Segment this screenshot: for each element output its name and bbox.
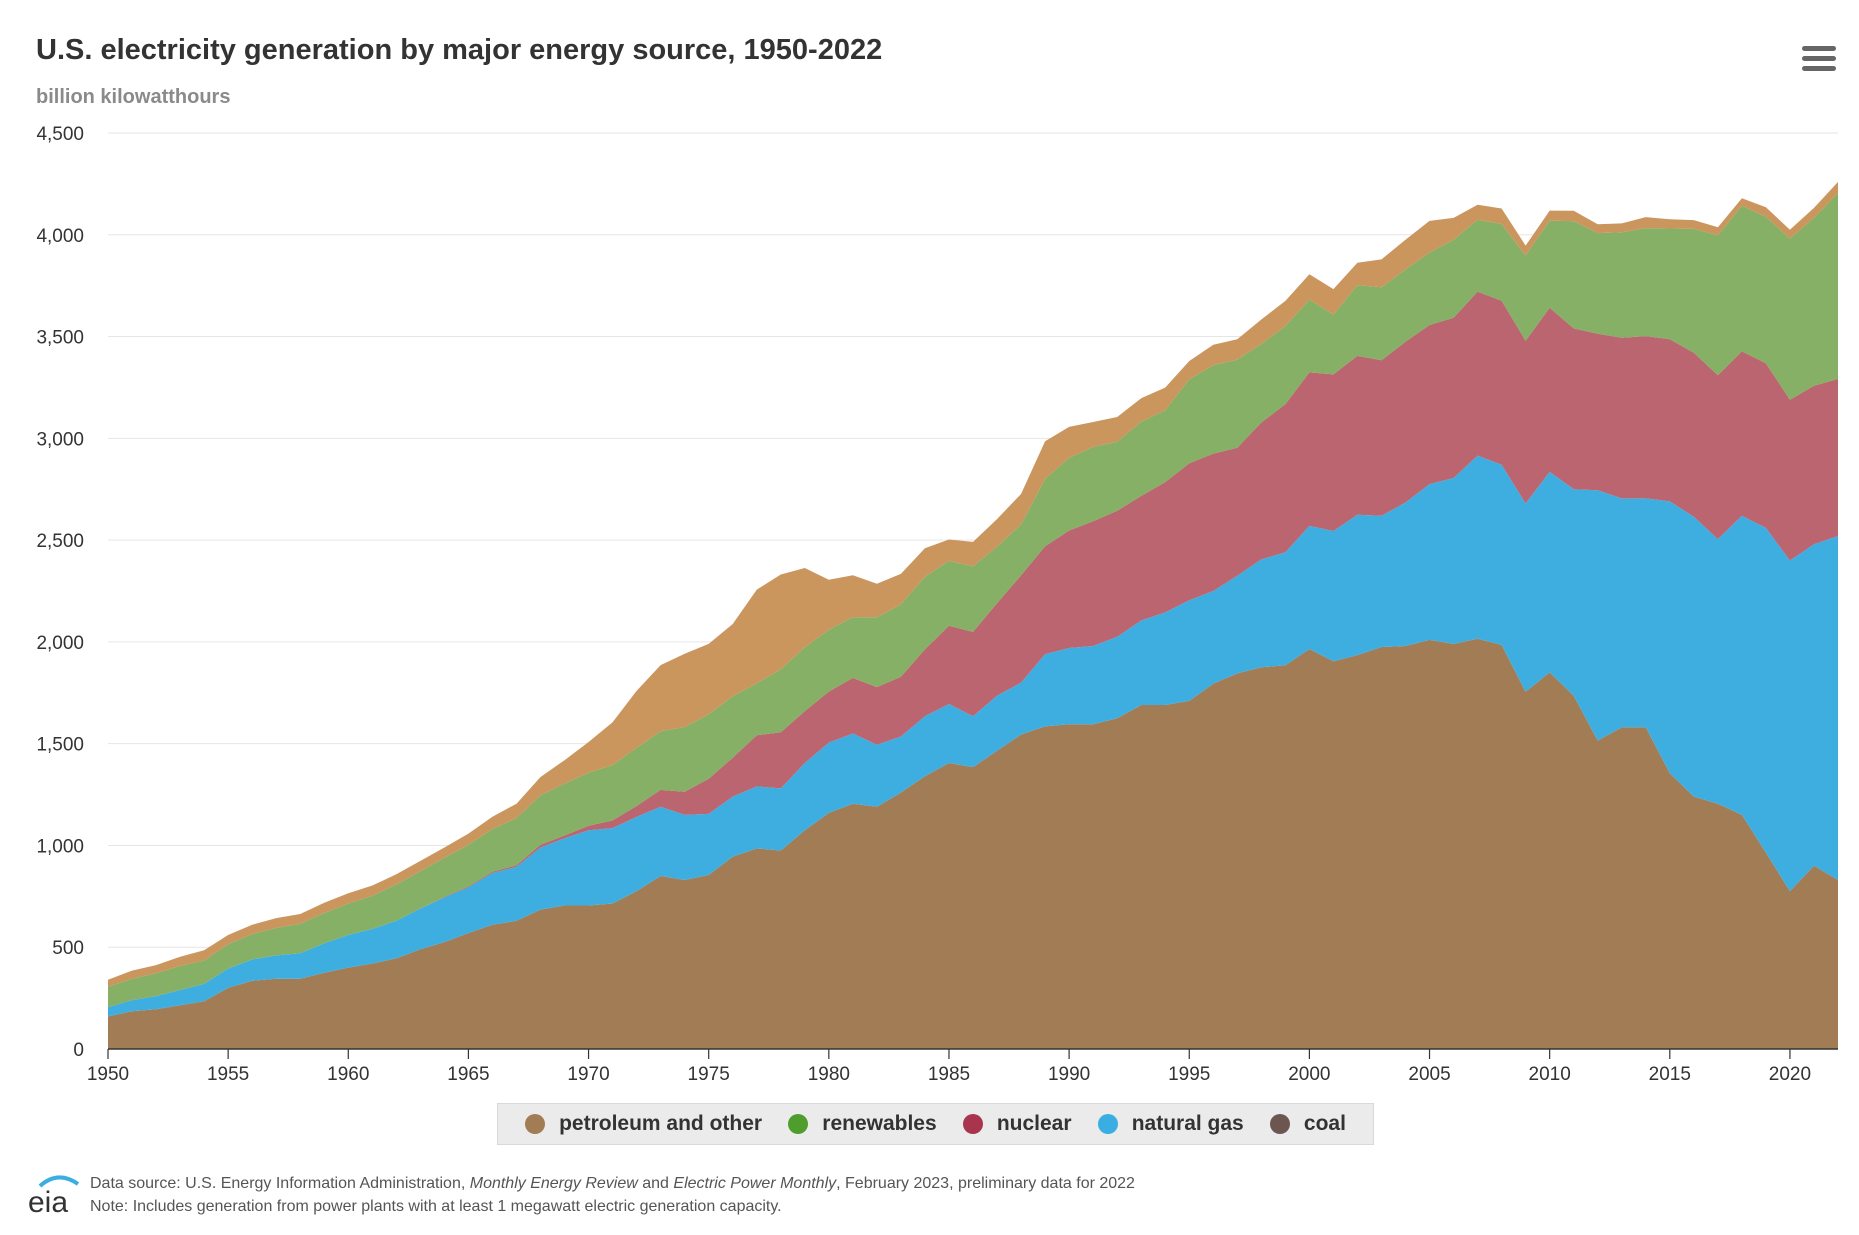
legend-dot-icon [1097,1114,1118,1134]
area-coal [108,638,1838,1049]
source-and: and [637,1175,674,1192]
x-tick-label: 1970 [567,1064,609,1085]
y-tick-label: 4,500 [36,124,84,145]
legend-label: coal [1303,1112,1346,1135]
x-tick-label: 2010 [1529,1064,1571,1085]
stacked-areas [108,181,1838,1049]
legend-item-nuclear[interactable]: nuclear [962,1112,1072,1136]
y-tick-label: 0 [73,1040,84,1061]
x-tick-label: 1955 [207,1064,249,1085]
menu-bar [1802,46,1836,51]
source-epm: Electric Power Monthly [673,1175,837,1192]
y-tick-label: 500 [52,938,84,959]
x-tick-label: 1980 [808,1064,850,1085]
y-tick-label: 3,500 [36,328,84,349]
y-tick-label: 2,500 [36,531,84,552]
area-nuclear [108,291,1838,1008]
data-source: Data source: U.S. Energy Information Adm… [90,1172,1135,1195]
chart-title: U.S. electricity generation by major ene… [36,34,883,66]
x-tick-label: 1975 [688,1064,730,1085]
legend-item-coal[interactable]: coal [1269,1112,1346,1136]
x-tick-label: 1985 [928,1064,970,1085]
legend-item-petroleum[interactable]: petroleum and other [525,1112,762,1136]
legend-dot-icon [788,1114,809,1134]
y-tick-label: 4,000 [36,226,84,247]
legend-label: nuclear [996,1112,1072,1135]
legend-label: renewables [822,1112,937,1135]
x-tick-label: 1950 [87,1064,129,1085]
source-suffix: , February 2023, preliminary data for 20… [836,1175,1135,1192]
x-tick-label: 1960 [327,1064,369,1085]
x-tick-label: 2005 [1408,1064,1450,1085]
legend-label: petroleum and other [559,1112,763,1135]
x-tick-label: 1990 [1048,1064,1090,1085]
axes: 0 500 1,000 1,500 2,000 2,500 3,000 3,500 4,000 4… [36,124,1838,1085]
area-renewables [108,193,1838,1008]
footer-note: Note: Includes generation from power pla… [90,1198,782,1215]
x-tick-label: 1995 [1168,1064,1210,1085]
footer-notes: Data source: U.S. Energy Information Adm… [90,1172,1135,1218]
y-tick-label: 1,000 [36,836,84,857]
x-tick-label: 1965 [447,1064,489,1085]
legend-dot-icon [525,1114,546,1134]
legend-dot-icon [1269,1114,1290,1134]
source-prefix: Data source: U.S. Energy Information Adm… [90,1175,470,1192]
menu-bar [1802,66,1836,71]
eia-logo-text: eia [28,1186,68,1216]
x-tick-label: 2015 [1649,1064,1691,1085]
legend-item-natural-gas[interactable]: natural gas [1097,1112,1244,1136]
y-tick-label: 1,500 [36,735,84,756]
x-tick-label: 2020 [1769,1064,1811,1085]
legend-label: natural gas [1131,1112,1244,1135]
legend-item-renewables[interactable]: renewables [788,1112,937,1136]
hamburger-menu-icon[interactable] [1802,46,1836,76]
legend-dot-icon [962,1114,983,1134]
area-natural-gas [108,455,1838,1017]
chart-subtitle: billion kilowatthours [36,86,231,108]
x-tick-label: 2000 [1288,1064,1330,1085]
area-petroleum-and-other [108,181,1838,987]
chart-legend: petroleum and other renewables nuclear n… [497,1103,1374,1145]
eia-logo: eia [28,1175,80,1216]
y-tick-label: 3,000 [36,429,84,450]
y-tick-label: 2,000 [36,633,84,654]
menu-bar [1802,56,1836,61]
source-mer: Monthly Energy Review [469,1175,638,1192]
